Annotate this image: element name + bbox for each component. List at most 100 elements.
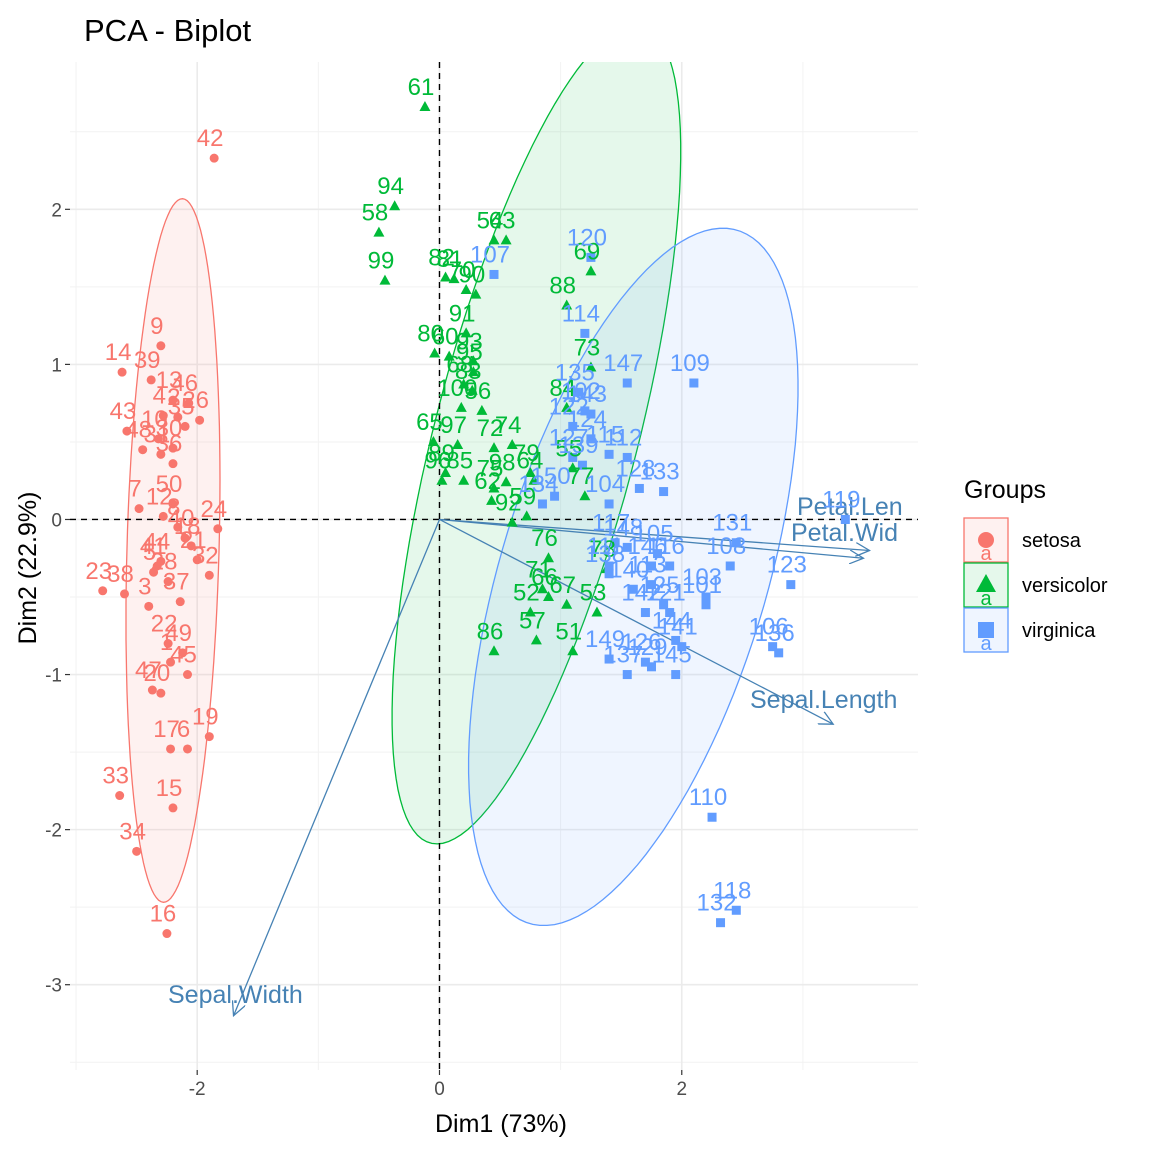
point-versicolor-55 bbox=[567, 462, 579, 473]
point-versicolor-91 bbox=[460, 327, 472, 338]
point-label-90: 90 bbox=[458, 262, 485, 289]
variable-label-sepal-length: Sepal.Length bbox=[750, 686, 897, 714]
point-label-4: 4 bbox=[153, 383, 166, 410]
y-axis-title: Dim2 (22.9%) bbox=[14, 492, 42, 645]
point-label-117: 117 bbox=[592, 510, 630, 537]
arrow-sepal-width bbox=[234, 519, 441, 1015]
point-setosa-38 bbox=[120, 589, 130, 599]
point-setosa-6 bbox=[183, 744, 193, 754]
point-virginica-105 bbox=[653, 549, 663, 559]
point-setosa-20 bbox=[156, 688, 166, 698]
point-virginica-132 bbox=[716, 918, 726, 928]
point-label-114: 114 bbox=[562, 300, 600, 327]
point-label-129: 129 bbox=[627, 634, 667, 661]
point-setosa-30 bbox=[168, 443, 178, 453]
point-label-134: 134 bbox=[518, 471, 558, 498]
point-label-20: 20 bbox=[144, 660, 171, 687]
point-label-5: 5 bbox=[143, 539, 156, 566]
point-label-85: 85 bbox=[446, 448, 473, 475]
point-setosa-24 bbox=[213, 524, 223, 534]
point-virginica-136 bbox=[774, 648, 784, 658]
y-tick-label: -3 bbox=[45, 976, 62, 997]
point-label-131: 131 bbox=[712, 510, 752, 537]
point-virginica-147 bbox=[622, 378, 632, 388]
point-label-37: 37 bbox=[163, 569, 190, 596]
point-setosa-13 bbox=[168, 395, 178, 405]
point-label-146: 146 bbox=[627, 533, 667, 560]
point-label-67: 67 bbox=[549, 572, 576, 599]
point-setosa-47 bbox=[147, 685, 157, 695]
point-label-50: 50 bbox=[156, 471, 183, 498]
point-label-14: 14 bbox=[105, 339, 132, 366]
data-points bbox=[98, 100, 850, 939]
point-setosa-40 bbox=[180, 533, 190, 543]
point-label-75: 75 bbox=[477, 455, 504, 482]
point-label-2: 2 bbox=[167, 384, 180, 411]
point-label-56: 56 bbox=[465, 378, 492, 405]
point-virginica-119 bbox=[840, 514, 850, 524]
point-label-16: 16 bbox=[150, 901, 177, 928]
point-label-141: 141 bbox=[658, 614, 698, 641]
point-virginica-142 bbox=[640, 608, 650, 618]
point-label-84: 84 bbox=[549, 375, 576, 402]
point-setosa-43 bbox=[122, 426, 132, 436]
y-tick-label: -2 bbox=[45, 821, 62, 842]
point-versicolor-75 bbox=[488, 482, 500, 493]
point-setosa-14 bbox=[117, 367, 127, 377]
point-label-148: 148 bbox=[603, 514, 643, 541]
y-tick-label: -1 bbox=[45, 666, 62, 687]
point-versicolor-77 bbox=[579, 490, 591, 501]
point-versicolor-62 bbox=[486, 494, 498, 505]
point-versicolor-63 bbox=[500, 234, 512, 245]
x-tick-label: -2 bbox=[189, 1079, 206, 1100]
point-label-30: 30 bbox=[156, 415, 183, 442]
point-setosa-15 bbox=[168, 803, 178, 813]
point-label-55: 55 bbox=[555, 435, 582, 462]
point-label-140: 140 bbox=[609, 556, 649, 583]
point-label-53: 53 bbox=[580, 580, 607, 607]
point-label-95: 95 bbox=[456, 339, 483, 366]
point-label-22: 22 bbox=[151, 611, 178, 638]
point-label-101: 101 bbox=[682, 572, 722, 599]
point-setosa-31 bbox=[156, 449, 166, 459]
point-setosa-48 bbox=[138, 445, 148, 455]
point-label-41: 41 bbox=[140, 533, 167, 560]
point-virginica-103 bbox=[701, 592, 711, 602]
point-virginica-120 bbox=[586, 252, 596, 262]
point-virginica-146 bbox=[646, 561, 656, 571]
point-setosa-45 bbox=[183, 670, 193, 680]
point-label-68: 68 bbox=[446, 352, 473, 379]
x-tick-label: 2 bbox=[676, 1079, 687, 1100]
point-label-64: 64 bbox=[517, 448, 544, 475]
point-label-15: 15 bbox=[156, 775, 183, 802]
point-versicolor-94 bbox=[389, 200, 401, 211]
point-label-45: 45 bbox=[170, 642, 197, 669]
point-label-113: 113 bbox=[628, 552, 666, 579]
point-label-8: 8 bbox=[167, 494, 180, 521]
point-label-6: 6 bbox=[177, 716, 190, 743]
point-label-147: 147 bbox=[603, 350, 643, 377]
point-label-43: 43 bbox=[110, 398, 137, 425]
point-versicolor-84 bbox=[561, 401, 573, 412]
point-setosa-37 bbox=[175, 597, 185, 607]
point-setosa-17 bbox=[166, 744, 176, 754]
point-setosa-19 bbox=[204, 732, 214, 742]
point-label-115: 115 bbox=[586, 421, 624, 448]
point-label-118: 118 bbox=[713, 877, 751, 904]
point-label-92: 92 bbox=[495, 490, 522, 517]
point-label-106: 106 bbox=[749, 614, 789, 641]
point-virginica-122 bbox=[568, 421, 578, 431]
point-setosa-39 bbox=[146, 375, 156, 385]
point-virginica-104 bbox=[604, 499, 614, 509]
point-label-108: 108 bbox=[706, 533, 746, 560]
point-label-83: 83 bbox=[455, 358, 482, 385]
y-tick-label: 0 bbox=[51, 510, 62, 531]
point-virginica-141 bbox=[677, 642, 687, 652]
point-label-145: 145 bbox=[652, 642, 692, 669]
point-setosa-42 bbox=[209, 153, 219, 163]
point-label-39: 39 bbox=[134, 347, 161, 374]
point-versicolor-82 bbox=[440, 271, 452, 282]
point-virginica-115 bbox=[604, 449, 614, 459]
point-label-52: 52 bbox=[513, 580, 540, 607]
legend-label-versicolor: versicolor bbox=[1022, 575, 1108, 597]
